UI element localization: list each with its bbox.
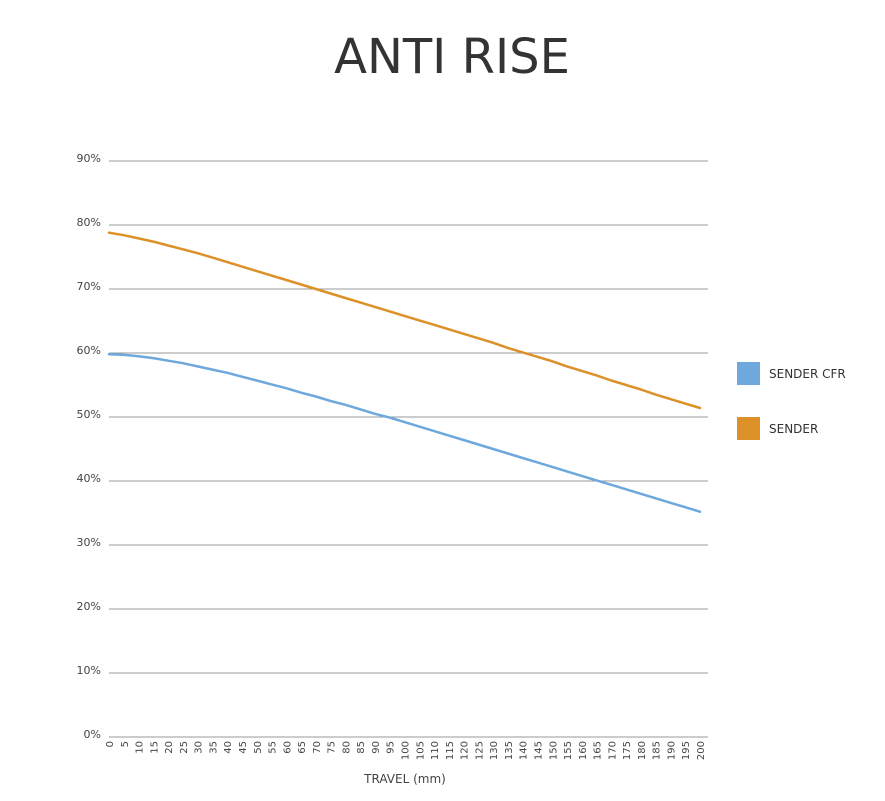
x-tick-label: 60 bbox=[282, 741, 293, 754]
x-tick-label: 20 bbox=[164, 741, 175, 754]
x-tick-label: 195 bbox=[681, 741, 692, 760]
y-tick-label: 60% bbox=[77, 344, 101, 357]
y-tick-label: 50% bbox=[77, 408, 101, 421]
x-tick-label: 45 bbox=[238, 741, 249, 754]
x-tick-label: 185 bbox=[652, 741, 663, 760]
y-tick-label: 10% bbox=[77, 664, 101, 677]
y-tick-label: 20% bbox=[77, 600, 101, 613]
y-tick-label: 80% bbox=[77, 216, 101, 229]
series-line bbox=[107, 353, 702, 513]
y-axis-tick-labels: 0% 10% 20% 30% 40% 50% 60% 70% 80% 90% bbox=[77, 152, 101, 741]
legend-label: SENDER bbox=[769, 422, 818, 436]
y-tick-label: 0% bbox=[84, 728, 101, 741]
x-tick-label: 140 bbox=[519, 741, 530, 760]
x-tick-label: 165 bbox=[593, 741, 604, 760]
x-tick-label: 15 bbox=[149, 741, 160, 754]
series-line bbox=[107, 231, 702, 410]
x-tick-label: 50 bbox=[253, 741, 264, 754]
legend-label: SENDER CFR bbox=[769, 367, 846, 381]
x-tick-label: 180 bbox=[637, 741, 648, 760]
x-tick-label: 10 bbox=[135, 741, 146, 754]
legend-swatch bbox=[737, 362, 760, 385]
x-axis-tick-labels: 0 5 10 15 20 25 30 35 40 45 50 55 60 65 70 75 80 85 90 95 10… bbox=[105, 741, 707, 760]
x-tick-label: 135 bbox=[504, 741, 515, 760]
x-tick-label: 160 bbox=[578, 741, 589, 760]
x-tick-label: 90 bbox=[371, 741, 382, 754]
series-lines bbox=[107, 231, 702, 513]
x-tick-label: 65 bbox=[297, 741, 308, 754]
x-tick-label: 55 bbox=[268, 741, 279, 754]
y-tick-label: 30% bbox=[77, 536, 101, 549]
x-axis-title: TRAVEL (mm) bbox=[363, 772, 446, 786]
x-tick-label: 25 bbox=[179, 741, 190, 754]
x-tick-label: 0 bbox=[105, 741, 116, 747]
x-tick-label: 190 bbox=[666, 741, 677, 760]
x-tick-label: 85 bbox=[356, 741, 367, 754]
x-tick-label: 110 bbox=[430, 741, 441, 760]
x-tick-label: 5 bbox=[120, 741, 131, 747]
y-tick-label: 40% bbox=[77, 472, 101, 485]
x-tick-label: 150 bbox=[548, 741, 559, 760]
x-tick-label: 95 bbox=[386, 741, 397, 754]
x-tick-label: 40 bbox=[223, 741, 234, 754]
x-tick-label: 115 bbox=[445, 741, 456, 760]
x-tick-label: 105 bbox=[415, 741, 426, 760]
y-tick-label: 70% bbox=[77, 280, 101, 293]
x-tick-label: 175 bbox=[622, 741, 633, 760]
x-tick-label: 170 bbox=[607, 741, 618, 760]
x-tick-label: 125 bbox=[474, 741, 485, 760]
chart-title: ANTI RISE bbox=[334, 29, 570, 85]
x-tick-label: 35 bbox=[208, 741, 219, 754]
x-tick-label: 155 bbox=[563, 741, 574, 760]
x-tick-label: 80 bbox=[341, 741, 352, 754]
legend-swatch bbox=[737, 417, 760, 440]
y-tick-label: 90% bbox=[77, 152, 101, 165]
x-tick-label: 30 bbox=[194, 741, 205, 754]
x-tick-label: 75 bbox=[327, 741, 338, 754]
grid-lines bbox=[109, 160, 708, 738]
x-tick-label: 200 bbox=[696, 741, 707, 760]
x-tick-label: 100 bbox=[401, 741, 412, 760]
x-tick-label: 70 bbox=[312, 741, 323, 754]
x-tick-label: 145 bbox=[533, 741, 544, 760]
x-tick-label: 120 bbox=[460, 741, 471, 760]
legend: SENDER CFR SENDER bbox=[737, 362, 846, 440]
x-tick-label: 130 bbox=[489, 741, 500, 760]
